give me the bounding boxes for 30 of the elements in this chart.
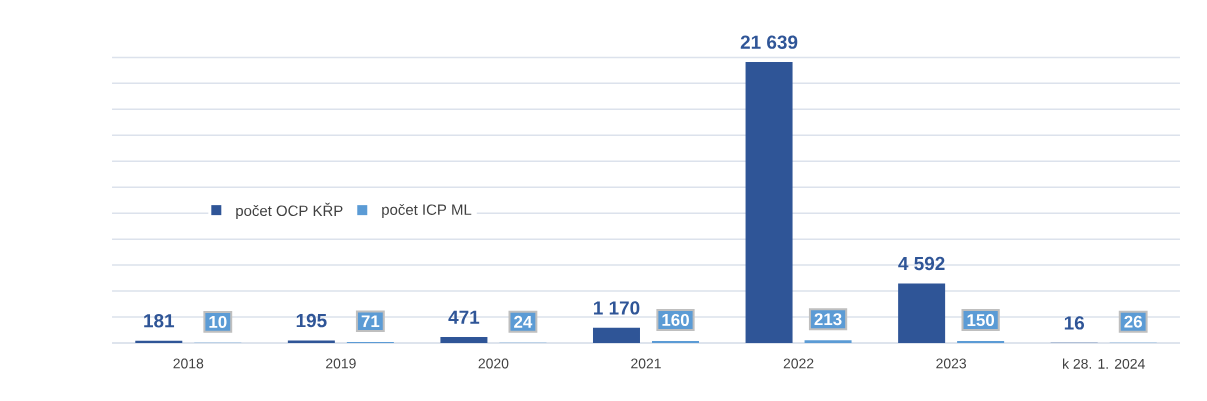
data-label: 4 592 <box>898 256 945 271</box>
data-label: 181 <box>144 314 175 328</box>
data-label: 16 <box>1064 316 1085 330</box>
bar <box>287 340 335 343</box>
data-label: 10 <box>209 315 227 328</box>
x-tick-label: k 28. 1. 2024 <box>1063 358 1145 369</box>
bar <box>592 327 640 343</box>
x-tick-label: 2023 <box>936 358 967 369</box>
x-tick-label: 2018 <box>173 358 204 369</box>
bar <box>745 62 793 343</box>
x-tick-label: 2022 <box>783 358 814 369</box>
bar <box>898 283 946 343</box>
bar <box>804 340 852 343</box>
data-label: 26 <box>1124 315 1142 328</box>
data-label: 213 <box>814 313 842 326</box>
data-label: 471 <box>448 310 480 324</box>
data-label: 1 170 <box>593 301 640 315</box>
x-tick-label: 2019 <box>326 358 356 369</box>
data-label: 24 <box>514 315 533 328</box>
legend-label: počet ICP ML <box>382 203 472 218</box>
bar <box>440 336 488 343</box>
data-label: 160 <box>662 313 689 326</box>
data-label: 150 <box>967 314 995 327</box>
data-label: 195 <box>296 313 327 328</box>
x-tick-label: 2021 <box>631 358 661 369</box>
data-label: 71 <box>361 315 380 328</box>
x-tick-label: 2020 <box>478 358 509 369</box>
data-label: 21 639 <box>740 35 798 49</box>
bar <box>651 340 699 343</box>
legend-label: počet OCP KŘP <box>236 202 343 220</box>
